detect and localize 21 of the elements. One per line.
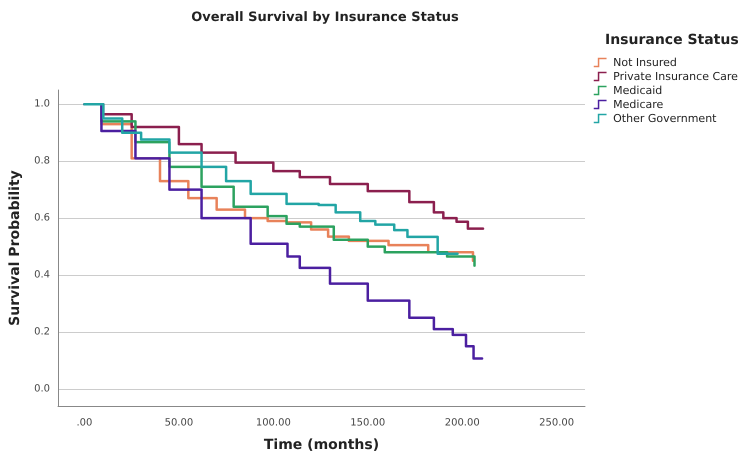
legend-label: Medicare	[613, 98, 664, 111]
y-tick-label: 0.6	[34, 212, 50, 224]
x-tick-label: 200.00	[444, 418, 480, 428]
legend-label: Medicaid	[613, 84, 662, 97]
x-tick-label: .00	[76, 418, 92, 428]
y-tick-label: 1.0	[34, 98, 50, 110]
x-tick-label: 150.00	[350, 418, 386, 428]
legend-label: Other Government	[613, 112, 718, 125]
y-tick-label: 0.2	[34, 326, 50, 338]
chart-title: Overall Survival by Insurance Status	[191, 10, 460, 25]
x-tick-label: 250.00	[539, 418, 574, 428]
y-axis-title: Survival Probability	[7, 170, 23, 326]
y-tick-label: 0.4	[34, 270, 50, 281]
x-axis-title: Time (months)	[264, 437, 380, 453]
y-tick-label: 0.0	[34, 383, 50, 394]
legend-title: Insurance Status	[605, 32, 739, 48]
x-tick-label: 100.00	[256, 418, 291, 428]
legend-label: Not Insured	[613, 56, 677, 69]
legend-label: Private Insurance Care	[613, 70, 738, 83]
x-tick-label: 50.00	[164, 418, 194, 428]
y-tick-label: 0.8	[34, 156, 50, 167]
